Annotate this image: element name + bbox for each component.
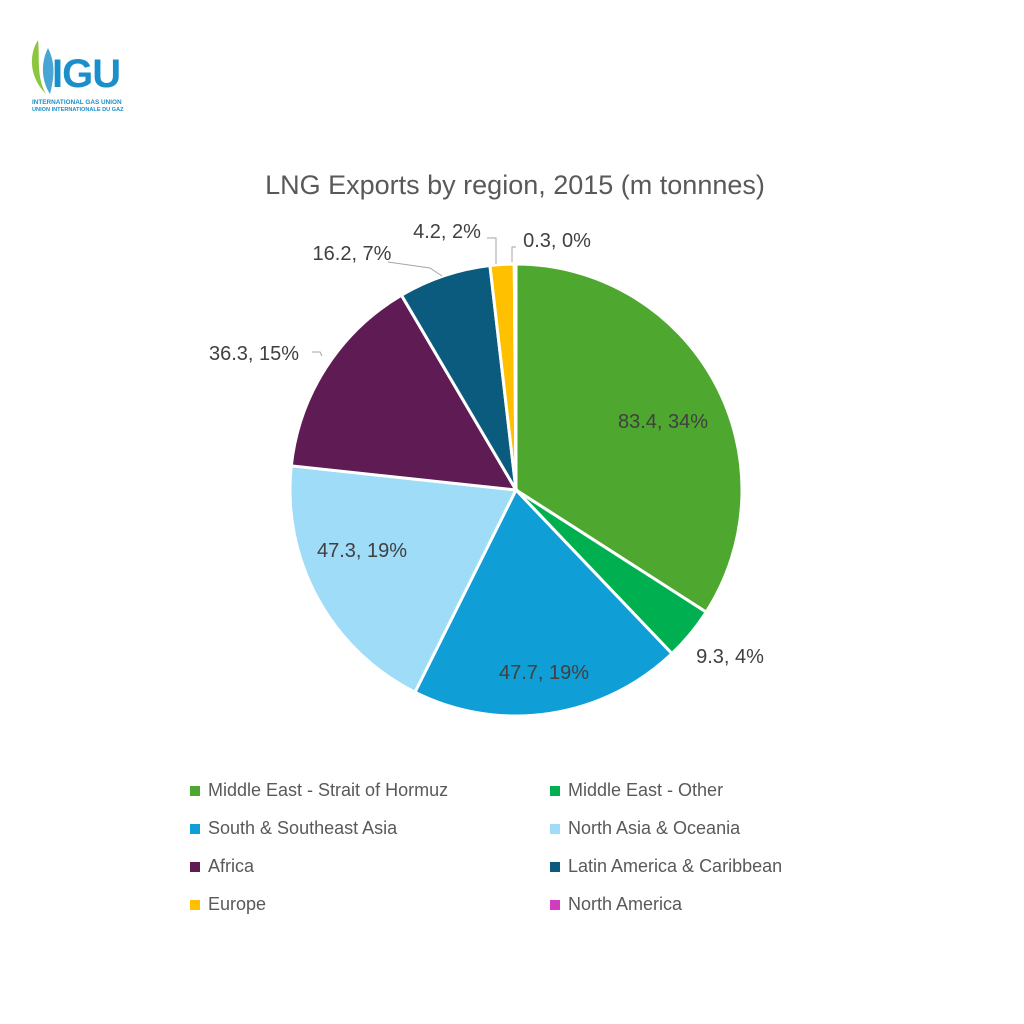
- pie-slice: [289, 293, 519, 492]
- chart-title: LNG Exports by region, 2015 (m tonnnes): [265, 170, 765, 200]
- legend-item: South & Southeast Asia: [190, 818, 550, 839]
- legend-label: Middle East - Other: [568, 780, 724, 800]
- pie-slice: [412, 487, 675, 718]
- legend-swatch: [550, 861, 560, 872]
- legend-swatch: [550, 785, 560, 796]
- leader-line: [487, 237, 497, 264]
- data-label: 16.2, 7%: [313, 243, 392, 265]
- legend-item: North America: [550, 894, 830, 915]
- pie-slice: [512, 262, 518, 491]
- legend-label: North America: [568, 894, 683, 914]
- data-label: 83.4, 34%: [618, 411, 708, 433]
- data-label: 4.2, 2%: [413, 221, 481, 243]
- data-label: 9.3, 4%: [696, 646, 764, 668]
- legend-swatch: [190, 823, 200, 834]
- leader-line: [387, 261, 443, 277]
- data-label: 0.3, 0%: [523, 230, 591, 252]
- legend: Middle East - Strait of Hormuz Middle Eas…: [190, 780, 830, 915]
- legend-swatch: [190, 861, 200, 872]
- legend-label: Middle East - Strait of Hormuz: [208, 780, 449, 800]
- igu-logo: IGU INTERNATIONAL GAS UNION UNION INTERN…: [26, 38, 136, 118]
- leader-line: [312, 351, 323, 357]
- legend-label: North Asia & Oceania: [568, 818, 741, 838]
- legend-label: Europe: [208, 894, 267, 914]
- legend-item: Latin America & Caribbean: [550, 856, 830, 877]
- legend-item: Middle East - Strait of Hormuz: [190, 780, 550, 801]
- legend-label: Africa: [208, 856, 255, 876]
- legend-item: Europe: [190, 894, 550, 915]
- legend-item: North Asia & Oceania: [550, 818, 830, 839]
- legend-item: Middle East - Other: [550, 780, 830, 801]
- data-label: 47.3, 19%: [317, 540, 407, 562]
- flame-icon: [31, 40, 54, 94]
- logo-line1: INTERNATIONAL GAS UNION: [32, 99, 122, 106]
- leader-line: [511, 246, 516, 262]
- pie-slice: [288, 464, 519, 695]
- legend-label: South & Southeast Asia: [208, 818, 398, 838]
- legend-item: Africa: [190, 856, 550, 877]
- legend-swatch: [190, 785, 200, 796]
- legend-swatch: [550, 823, 560, 834]
- data-label: 36.3, 15%: [209, 343, 299, 365]
- logo-line2: UNION INTERNATIONALE DU GAZ: [32, 107, 124, 113]
- legend-swatch: [550, 899, 560, 910]
- legend-label: Latin America & Caribbean: [568, 856, 783, 876]
- logo-text: IGU: [52, 52, 121, 96]
- legend-swatch: [190, 899, 200, 910]
- data-label: 47.7, 19%: [499, 662, 589, 684]
